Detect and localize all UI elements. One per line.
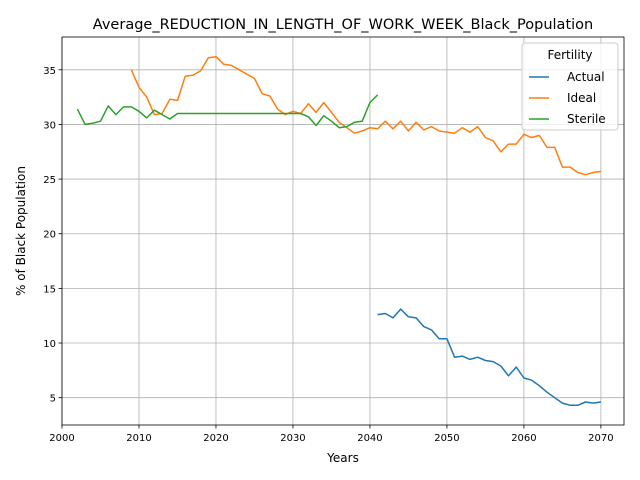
chart-title: Average_REDUCTION_IN_LENGTH_OF_WORK_WEEK… bbox=[93, 17, 593, 33]
series-line-ideal bbox=[130, 55, 602, 176]
y-axis-label: % of Black Population bbox=[14, 166, 28, 296]
x-axis-label: Years bbox=[326, 451, 359, 465]
x-axis-ticks: 2000 2010 2020 2030 2040 2050 2060 2070 bbox=[49, 425, 614, 444]
series-line-sterile bbox=[76, 94, 379, 129]
x-tick-label: 2050 bbox=[434, 433, 459, 444]
plot-frame bbox=[61, 36, 625, 426]
series-line-actual bbox=[377, 308, 602, 407]
y-tick-label: 15 bbox=[43, 284, 56, 295]
x-tick-label: 2020 bbox=[203, 433, 228, 444]
y-tick-label: 5 bbox=[50, 394, 56, 405]
y-tick-label: 30 bbox=[43, 120, 56, 131]
x-tick-label: 2070 bbox=[588, 433, 613, 444]
x-tick-label: 2060 bbox=[511, 433, 536, 444]
legend-label-ideal: Ideal bbox=[567, 91, 596, 105]
x-tick-label: 2000 bbox=[49, 433, 74, 444]
legend-title: Fertility bbox=[547, 48, 592, 62]
x-tick-label: 2040 bbox=[357, 433, 382, 444]
x-tick-label: 2010 bbox=[126, 433, 151, 444]
legend: Fertility Actual Ideal Sterile bbox=[521, 42, 619, 131]
series-lines bbox=[76, 55, 602, 407]
legend-label-actual: Actual bbox=[567, 70, 605, 84]
legend-box bbox=[521, 42, 619, 131]
y-tick-label: 35 bbox=[43, 66, 56, 77]
x-tick-label: 2030 bbox=[280, 433, 305, 444]
y-axis-ticks: 5 10 15 20 25 30 35 bbox=[43, 66, 62, 405]
y-tick-label: 25 bbox=[43, 175, 56, 186]
legend-label-sterile: Sterile bbox=[567, 112, 606, 126]
y-tick-label: 20 bbox=[43, 230, 56, 241]
y-tick-label: 10 bbox=[43, 339, 56, 350]
